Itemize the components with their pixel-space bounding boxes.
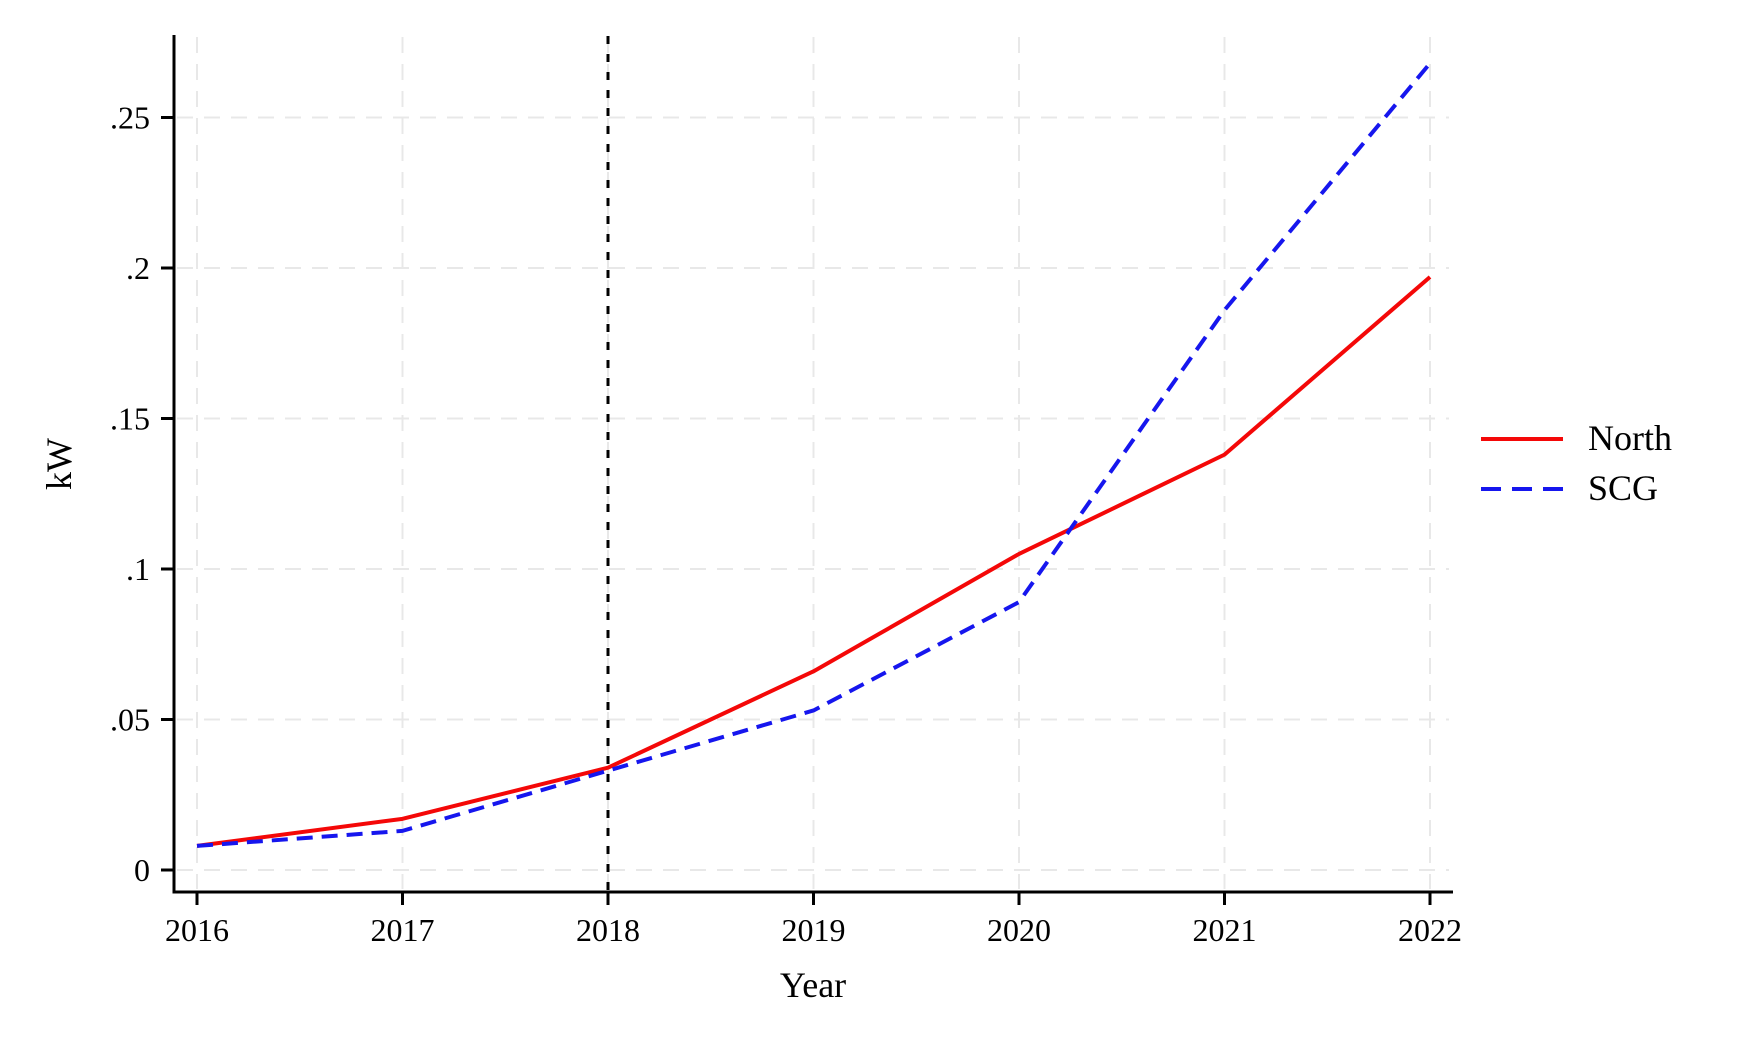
x-axis-title: Year	[780, 965, 846, 1005]
y-axis-title: kW	[39, 438, 79, 490]
y-tick-label: .15	[110, 401, 150, 437]
x-tick-label: 2017	[371, 912, 435, 948]
axes-layer	[161, 35, 1453, 905]
legend-item-north: North	[1481, 418, 1672, 458]
y-tick-label: .25	[110, 100, 150, 136]
x-tick-label: 2018	[576, 912, 640, 948]
y-tick-label: 0	[134, 852, 150, 888]
gridlines-layer	[177, 37, 1449, 889]
x-tick-label: 2019	[782, 912, 846, 948]
series-layer	[196, 62, 1432, 848]
y-tick-label: .2	[126, 250, 150, 286]
legend-scg-label: SCG	[1588, 468, 1658, 508]
x-tick-label: 2020	[987, 912, 1051, 948]
y-tick-label: .1	[126, 551, 150, 587]
series-line-north	[196, 275, 1432, 848]
x-tick-label: 2021	[1193, 912, 1257, 948]
tick-labels-layer: 0 .05 .1 .15 .2 .25 2016 2017 2018 2019 2020 2021 20…	[110, 100, 1462, 949]
x-tick-label: 2016	[165, 912, 229, 948]
legend: North SCG	[1481, 418, 1672, 508]
legend-item-scg: SCG	[1481, 468, 1658, 508]
y-tick-label: .05	[110, 702, 150, 738]
x-tick-label: 2022	[1398, 912, 1462, 948]
series-line-scg	[196, 62, 1432, 848]
legend-north-label: North	[1588, 418, 1672, 458]
